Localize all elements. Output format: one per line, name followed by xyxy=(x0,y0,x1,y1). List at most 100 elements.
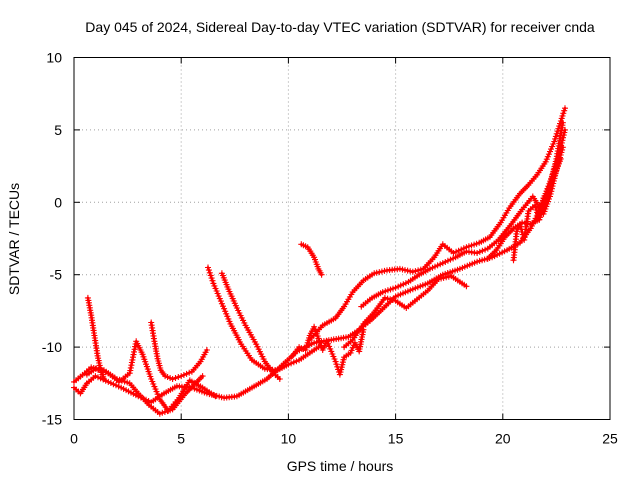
data-point-band-upper-129 xyxy=(549,143,556,150)
data-point-track-c-41 xyxy=(159,409,166,416)
data-point-noise-12h-38 xyxy=(331,356,338,362)
data-point-noise-12h-32 xyxy=(325,340,332,347)
series-band-lower xyxy=(341,273,470,351)
data-point-descent-6h-5 xyxy=(209,277,216,284)
data-point-spike-21h-61 xyxy=(550,166,557,173)
x-axis-label: GPS time / hours xyxy=(287,458,394,474)
data-point-band-upper-52 xyxy=(412,268,419,275)
data-point-noise-12h-39 xyxy=(332,358,339,365)
data-point-spike-21h-57 xyxy=(548,176,555,183)
series-spike-21h xyxy=(510,119,566,264)
data-point-descent-6h-7 xyxy=(211,282,218,289)
data-point-spike-21h-79 xyxy=(559,119,566,126)
data-point-spike-21h-64 xyxy=(552,158,559,165)
tick-layer: 0 5 10 15 20 25 -15 -10 -5 0 5 10 xyxy=(42,50,618,447)
data-point-band-upper-51 xyxy=(409,268,416,275)
x-tick-label-20: 20 xyxy=(495,431,511,447)
data-point-spike-21h-62 xyxy=(551,163,558,170)
data-point-band-middle-12 xyxy=(384,287,391,294)
data-point-band-middle-36 xyxy=(442,259,449,265)
data-point-track-b-19 xyxy=(126,370,133,377)
data-point-band-lower-51 xyxy=(440,274,447,281)
data-point-band-upper-53 xyxy=(415,267,422,274)
data-point-spike-4h-42 xyxy=(203,347,210,353)
data-point-band-upper-37 xyxy=(373,269,380,276)
data-point-spike-4h-26 xyxy=(172,375,179,381)
data-point-band-middle-52 xyxy=(482,246,489,253)
y-tick-label-0: 0 xyxy=(54,194,62,210)
x-tick-label-25: 25 xyxy=(602,431,618,447)
data-point-track-a-12 xyxy=(92,373,99,380)
data-point-band-upper-136 xyxy=(555,125,562,132)
data-point-band-middle-33 xyxy=(434,262,441,269)
data-point-band-upper-39 xyxy=(378,268,385,275)
series-spike-4h xyxy=(148,319,210,382)
data-point-descent-6h-2 xyxy=(206,269,213,276)
plot-frame xyxy=(73,57,611,420)
data-point-band-middle-15 xyxy=(392,284,399,291)
data-point-track-c-43 xyxy=(164,408,171,415)
data-point-band-lower-52 xyxy=(443,274,450,281)
data-point-spike-4h-28 xyxy=(178,373,185,380)
y-tick-label-5: 5 xyxy=(54,122,62,138)
data-point-band-middle-51 xyxy=(479,247,486,254)
data-point-spike-21h-55 xyxy=(547,181,553,188)
data-point-descent-6h-0 xyxy=(205,264,211,271)
data-layer xyxy=(71,105,568,417)
data-point-spike-21h-56 xyxy=(547,179,554,186)
data-point-spike-21h-60 xyxy=(550,168,557,175)
data-point-band-middle-18 xyxy=(400,281,407,288)
data-point-band-upper-126 xyxy=(545,151,552,158)
series-band-upper xyxy=(306,105,568,343)
data-point-band-upper-79 xyxy=(468,242,475,249)
data-point-band-middle-113 xyxy=(559,144,566,151)
data-point-band-lower-24 xyxy=(381,294,388,301)
data-point-band-upper-133 xyxy=(552,133,559,140)
data-point-descent-6h-57 xyxy=(293,358,300,365)
data-point-late-11h-16 xyxy=(318,271,325,278)
data-point-descent-7h-46 xyxy=(276,376,283,382)
x-tick-label-10: 10 xyxy=(281,431,297,447)
data-point-band-upper-78 xyxy=(465,243,472,250)
data-point-spike-4h-30 xyxy=(183,370,190,377)
data-point-track-b-87 xyxy=(212,393,219,400)
data-point-track-c-42 xyxy=(161,409,168,415)
data-point-noise-12h-71 xyxy=(360,326,367,333)
data-point-track-b-49 xyxy=(150,381,157,387)
data-point-band-middle-32 xyxy=(432,263,438,270)
data-point-noise-12h-55 xyxy=(348,347,355,354)
data-point-track-c-21 xyxy=(119,377,125,384)
data-point-spike-4h-25 xyxy=(169,376,176,382)
data-point-descent-6h-3 xyxy=(207,272,214,279)
x-tick-label-0: 0 xyxy=(70,431,78,447)
data-point-descent-6h-16 xyxy=(221,305,228,312)
data-point-track-c-19 xyxy=(113,376,120,382)
data-point-band-middle-30 xyxy=(426,265,433,272)
data-point-track-b-24 xyxy=(129,356,136,363)
y-tick-label-10: 10 xyxy=(46,50,62,66)
data-point-track-a-17 xyxy=(105,378,112,385)
data-point-band-middle-10 xyxy=(379,289,386,296)
data-point-band-middle-11 xyxy=(382,288,389,295)
data-point-band-middle-37 xyxy=(444,257,451,264)
series-noise-12h xyxy=(289,323,367,378)
data-point-track-b-27 xyxy=(131,348,137,355)
series-spike-early xyxy=(84,294,107,382)
data-point-band-lower-26 xyxy=(387,296,394,303)
data-point-descent-6h-54 xyxy=(285,361,292,368)
data-point-spike-21h-14 xyxy=(517,221,523,227)
data-point-band-upper-134 xyxy=(553,130,560,137)
data-point-band-upper-49 xyxy=(404,267,411,274)
data-point-track-a-13 xyxy=(95,374,101,381)
data-point-track-c-10 xyxy=(93,365,100,372)
data-point-band-lower-25 xyxy=(384,295,391,302)
x-tick-label-5: 5 xyxy=(177,431,185,447)
data-point-spike-4h-29 xyxy=(180,372,187,378)
data-point-band-upper-144 xyxy=(562,105,568,112)
data-point-track-a-19 xyxy=(110,381,117,388)
data-point-band-upper-141 xyxy=(559,112,566,119)
y-tick-label--5: -5 xyxy=(50,267,63,283)
data-point-spike-4h-27 xyxy=(175,374,182,380)
